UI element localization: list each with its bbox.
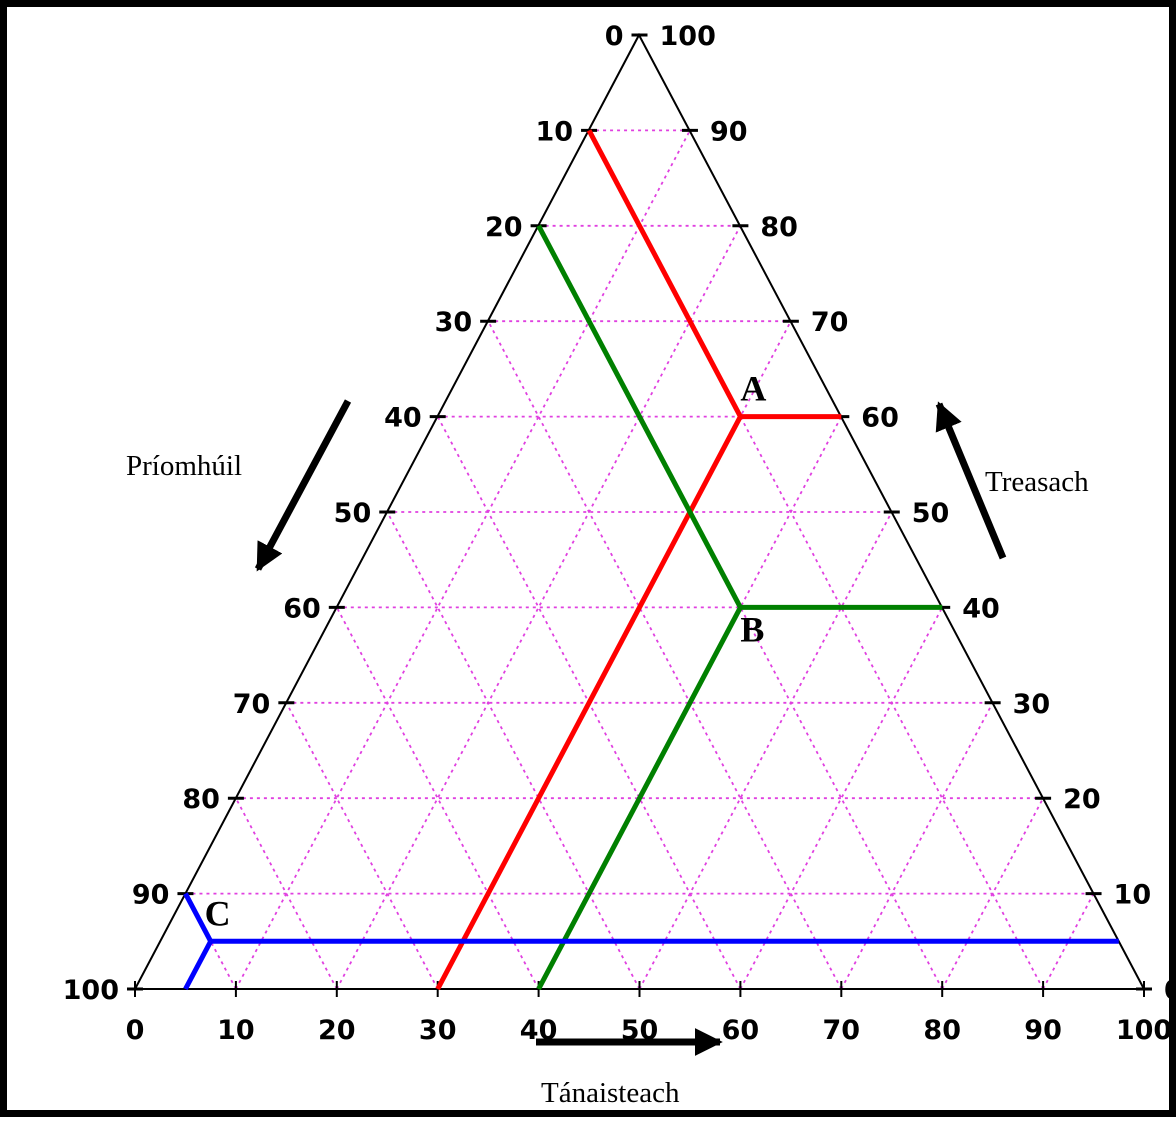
grid-line-primary <box>386 511 641 990</box>
point-label-c: C <box>205 893 231 933</box>
right-tick-label: 40 <box>962 593 1000 624</box>
tertiary-direction-arrow <box>935 401 1007 560</box>
bottom-tick-label: 30 <box>419 1015 457 1046</box>
bottom-tick-label: 10 <box>217 1015 255 1046</box>
point-c-secondary-line <box>183 940 213 991</box>
grid-line-primary <box>487 320 843 990</box>
left-tick-label: 40 <box>384 403 422 434</box>
left-tick-label: 0 <box>605 21 624 52</box>
bottom-tick-label: 80 <box>923 1015 961 1046</box>
bottom-tick-label: 20 <box>318 1015 356 1046</box>
bottom-axis-label: Tánaisteach <box>541 1077 680 1109</box>
left-tick-label: 70 <box>233 689 271 720</box>
point-label-b: B <box>740 609 764 649</box>
right-tick-label: 50 <box>912 498 950 529</box>
point-c-primary-line <box>183 892 213 943</box>
point-a-primary-line <box>586 129 743 418</box>
right-tick-label: 10 <box>1114 880 1152 911</box>
tick-marks <box>127 33 1152 997</box>
left-axis-label: Príomhúil <box>126 450 242 482</box>
grid-line-primary <box>336 606 540 990</box>
right-tick-label: 0 <box>1164 975 1176 1006</box>
composition-lines <box>183 129 1119 991</box>
right-tick-label: 90 <box>710 116 748 147</box>
point-b-primary-line <box>536 224 743 609</box>
point-label-a: A <box>740 369 766 409</box>
bottom-tick-label: 90 <box>1024 1015 1062 1046</box>
bottom-tick-label: 50 <box>621 1015 659 1046</box>
bottom-tick-label: 60 <box>722 1015 760 1046</box>
left-tick-label: 10 <box>535 116 573 147</box>
grid-line-secondary <box>638 511 893 990</box>
bottom-tick-label: 0 <box>126 1015 145 1046</box>
left-tick-label: 60 <box>283 593 321 624</box>
point-labels: A B C <box>205 369 767 934</box>
point-b-secondary-line <box>536 606 743 991</box>
primary-direction-arrow <box>254 399 352 572</box>
right-tick-label: 60 <box>861 403 899 434</box>
right-axis-label: Treasach <box>985 466 1089 498</box>
right-tick-label: 20 <box>1063 784 1101 815</box>
grid-line-secondary <box>739 606 943 990</box>
right-tick-label: 30 <box>1013 689 1051 720</box>
grid-line-primary <box>285 702 439 990</box>
left-tick-label: 30 <box>435 307 473 338</box>
left-tick-label: 80 <box>182 784 220 815</box>
left-tick-label: 100 <box>63 975 119 1006</box>
left-tick-label: 50 <box>334 498 372 529</box>
bottom-tick-label: 100 <box>1116 1015 1172 1046</box>
right-tick-label: 80 <box>760 212 798 243</box>
right-tick-label: 70 <box>811 307 849 338</box>
left-tick-label: 90 <box>132 880 170 911</box>
grid-line-primary <box>588 129 1044 990</box>
bottom-tick-label: 40 <box>520 1015 558 1046</box>
right-tick-label: 100 <box>660 21 716 52</box>
bottom-tick-label: 70 <box>823 1015 861 1046</box>
grid-line-secondary <box>840 702 994 990</box>
grid-line-primary <box>235 797 338 990</box>
grid-line-secondary <box>235 129 691 990</box>
grid-lines <box>184 129 1095 990</box>
grid-line-secondary <box>941 797 1044 990</box>
left-tick-label: 20 <box>485 212 523 243</box>
